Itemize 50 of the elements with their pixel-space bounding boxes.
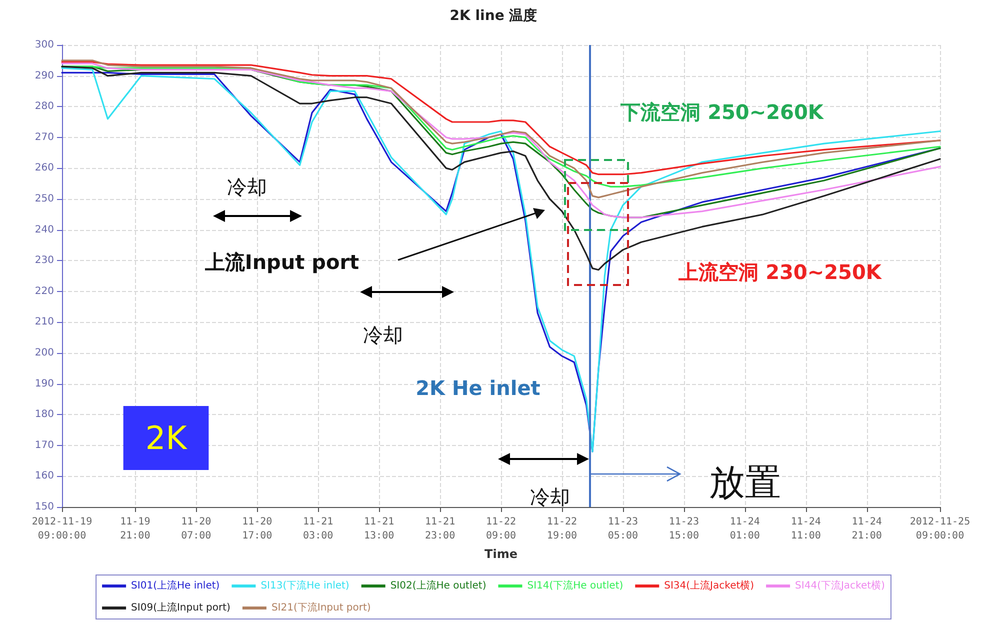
y-tick-label: 180 bbox=[34, 409, 54, 420]
legend-label: SI21(下流Input port) bbox=[271, 602, 371, 614]
y-tick-label: 170 bbox=[34, 440, 54, 451]
x-tick-label: 11-20 07:00 bbox=[181, 516, 212, 542]
y-tick-label: 290 bbox=[34, 70, 54, 82]
legend-label: SI01(上流He inlet) bbox=[131, 580, 220, 592]
y-tick-label: 190 bbox=[34, 378, 54, 390]
y-tick-label: 260 bbox=[34, 162, 54, 174]
x-tick-label: 2012-11-25 09:00:00 bbox=[910, 516, 970, 542]
y-tick-label: 200 bbox=[34, 348, 54, 358]
x-axis-title: Time bbox=[484, 546, 518, 561]
y-tick-label: 150 bbox=[34, 502, 54, 512]
y-tick-label: 160 bbox=[34, 470, 54, 482]
legend-label: SI09(上流Input port) bbox=[131, 602, 231, 614]
annotation: 冷却 bbox=[227, 175, 267, 199]
x-tick-label: 11-21 03:00 bbox=[303, 516, 334, 542]
legend-label: SI13(下流He inlet) bbox=[260, 580, 350, 592]
y-tick-label: 230 bbox=[34, 255, 54, 266]
legend-label: SI34(上流Jacket横) bbox=[664, 580, 754, 592]
annotation: 下流空洞 250~260K bbox=[620, 100, 825, 124]
y-tick-label: 300 bbox=[34, 40, 54, 50]
annotation: 冷却 bbox=[530, 485, 570, 509]
x-tick-label: 11-22 09:00 bbox=[486, 516, 516, 542]
x-tick-label: 11-24 21:00 bbox=[852, 516, 882, 542]
y-tick-label: 280 bbox=[34, 101, 54, 112]
annotation: 2K He inlet bbox=[416, 376, 541, 400]
x-tick-label: 11-22 19:00 bbox=[546, 516, 578, 542]
ref-line-label: 放置 bbox=[708, 462, 781, 504]
x-tick-label: 11-21 13:00 bbox=[364, 516, 394, 542]
annotation: 2K bbox=[145, 419, 188, 457]
x-tick-label: 11-23 05:00 bbox=[608, 516, 638, 542]
x-tick-label: 2012-11-19 09:00:00 bbox=[32, 516, 92, 542]
legend-label: SI14(下流He outlet) bbox=[527, 580, 624, 592]
legend-label: SI02(上流He outlet) bbox=[390, 580, 486, 592]
annotation: 上流Input port bbox=[204, 250, 360, 274]
annotation: 冷却 bbox=[363, 323, 403, 347]
y-tick-label: 240 bbox=[34, 224, 54, 236]
x-tick-label: 11-24 01:00 bbox=[730, 516, 760, 542]
y-tick-label: 250 bbox=[34, 194, 54, 204]
y-tick-label: 210 bbox=[34, 316, 54, 328]
legend-label: SI44(下流Jacket横) bbox=[795, 580, 886, 592]
y-tick-label: 220 bbox=[34, 286, 54, 297]
x-tick-label: 11-19 21:00 bbox=[120, 516, 150, 542]
chart-title: 2K line 温度 bbox=[450, 7, 538, 24]
x-tick-label: 11-24 11:00 bbox=[790, 516, 821, 542]
x-tick-label: 11-21 23:00 bbox=[424, 516, 456, 542]
x-tick-label: 11-20 17:00 bbox=[242, 516, 272, 542]
x-tick-label: 11-23 15:00 bbox=[668, 516, 699, 542]
annotation: 上流空洞 230~250K bbox=[678, 260, 883, 284]
y-tick-label: 270 bbox=[34, 132, 54, 143]
